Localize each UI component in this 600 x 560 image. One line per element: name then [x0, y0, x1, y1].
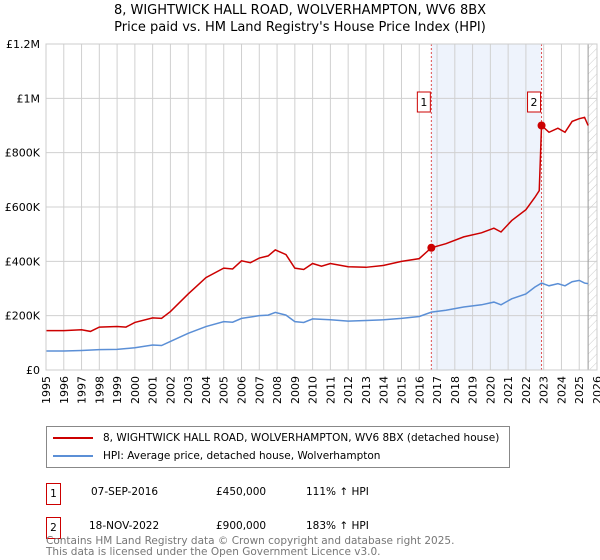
- transaction-hpi: 111% ↑ HPI: [306, 486, 369, 498]
- x-tick-label: 2024: [555, 376, 568, 404]
- transaction-date: 07-SEP-2016: [91, 486, 159, 498]
- x-tick-label: 2001: [147, 376, 160, 404]
- x-tick-label: 2008: [271, 376, 284, 404]
- marker-label: 1: [420, 96, 427, 109]
- x-tick-label: 1996: [58, 376, 71, 404]
- price-chart: 1995 1996 1997 1998 1999 2000 2001 2002 2003 2004…: [5, 38, 600, 404]
- footer-copyright: Contains HM Land Registry data © Crown c…: [46, 535, 455, 547]
- y-tick-label: £600K: [5, 201, 41, 214]
- x-tick-label: 2021: [502, 376, 515, 404]
- y-tick-label: £400K: [5, 255, 41, 268]
- transaction-date: 18-NOV-2022: [89, 520, 160, 532]
- x-tick-label: 2006: [236, 376, 249, 404]
- transaction-number: 1: [46, 483, 61, 505]
- x-tick-label: 2023: [538, 376, 551, 404]
- x-tick-label: 2026: [591, 376, 600, 404]
- legend-item-property: 8, WIGHTWICK HALL ROAD, WOLVERHAMPTON, W…: [53, 430, 499, 446]
- x-tick-label: 2007: [253, 376, 266, 404]
- x-tick-label: 2014: [378, 376, 391, 404]
- transaction-number: 2: [46, 517, 61, 539]
- x-tick-label: 2011: [324, 376, 337, 404]
- x-tick-label: 1995: [40, 376, 53, 404]
- footer-licence: This data is licensed under the Open Gov…: [46, 546, 381, 558]
- x-tick-label: 1999: [111, 376, 124, 404]
- x-tick-label: 2017: [431, 376, 444, 404]
- x-tick-label: 2000: [129, 376, 142, 404]
- x-tick-label: 2012: [342, 376, 355, 404]
- x-tick-label: 2005: [218, 376, 231, 404]
- x-tick-label: 1997: [76, 376, 89, 404]
- legend: 8, WIGHTWICK HALL ROAD, WOLVERHAMPTON, W…: [46, 426, 510, 468]
- plot-frame: [45, 43, 598, 371]
- y-tick-label: £1M: [17, 92, 41, 105]
- x-tick-label: 1998: [93, 376, 106, 404]
- y-tick-label: £1.2M: [6, 38, 40, 51]
- y-tick-label: £800K: [5, 147, 41, 160]
- x-tick-label: 2009: [289, 376, 302, 404]
- marker-box: [416, 91, 431, 113]
- x-tick-label: 2015: [395, 376, 408, 404]
- x-tick-label: 2010: [307, 376, 320, 404]
- marker-box: [527, 91, 542, 113]
- x-tick-label: 2022: [520, 376, 533, 404]
- transaction-price: £900,000: [216, 520, 267, 532]
- sale-point: [427, 243, 436, 252]
- x-tick-label: 2004: [200, 376, 213, 404]
- legend-swatch-red: [53, 437, 93, 439]
- y-tick-label: £0: [26, 364, 40, 377]
- marker-label: 2: [531, 96, 538, 109]
- x-tick-label: 2003: [182, 376, 195, 404]
- legend-label: 8, WIGHTWICK HALL ROAD, WOLVERHAMPTON, W…: [103, 432, 500, 444]
- x-tick-label: 2020: [484, 376, 497, 404]
- x-tick-label: 2025: [573, 376, 586, 404]
- x-tick-label: 2018: [449, 376, 462, 404]
- chart-subtitle: Price paid vs. HM Land Registry's House …: [114, 20, 486, 35]
- transaction-price: £450,000: [216, 486, 267, 498]
- x-tick-label: 2013: [360, 376, 373, 404]
- chart-title: 8, WIGHTWICK HALL ROAD, WOLVERHAMPTON, W…: [113, 3, 487, 18]
- series-line: [46, 116, 589, 333]
- legend-item-hpi: HPI: Average price, detached house, Wolv…: [53, 448, 380, 464]
- legend-label: HPI: Average price, detached house, Wolv…: [103, 450, 381, 462]
- x-tick-label: 2002: [164, 376, 177, 404]
- legend-swatch-blue: [53, 455, 93, 457]
- sale-point: [537, 121, 546, 130]
- x-tick-label: 2019: [467, 376, 480, 404]
- x-tick-label: 2016: [413, 376, 426, 404]
- series-line: [46, 279, 589, 352]
- transaction-hpi: 183% ↑ HPI: [306, 520, 369, 532]
- y-tick-label: £200K: [5, 310, 41, 323]
